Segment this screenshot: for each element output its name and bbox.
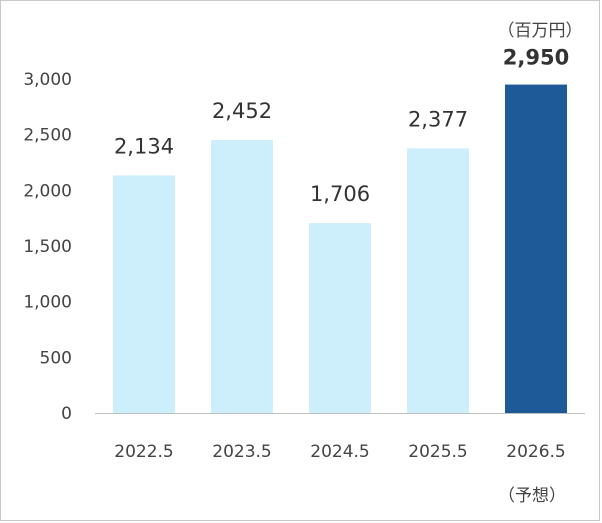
y-tick-label: 0	[61, 404, 72, 424]
y-tick-label: 500	[40, 348, 72, 368]
unit-label: （百万円）	[498, 21, 583, 41]
data-label: 1,706	[310, 182, 370, 206]
y-axis: 0 500 1,000 1,500 2,000 2,500 3,000	[23, 70, 72, 424]
data-label: 2,134	[114, 134, 174, 158]
y-tick-label: 3,000	[23, 70, 72, 90]
y-tick-label: 1,500	[23, 237, 72, 257]
x-tick-label: 2026.5	[506, 442, 565, 462]
y-tick-label: 2,000	[23, 181, 72, 201]
x-tick-label: 2022.5	[114, 442, 173, 462]
x-tick-label: 2023.5	[212, 442, 271, 462]
bar-2026-5	[505, 84, 567, 414]
bar-2024-5	[309, 223, 371, 413]
bar-2025-5	[407, 148, 469, 414]
data-label: 2,950	[503, 46, 569, 70]
y-tick-label: 1,000	[23, 293, 72, 313]
bar-2022-5	[113, 175, 175, 413]
x-axis: 2022.5 2023.5 2024.5 2025.5 2026.5 （予想）	[95, 413, 585, 506]
bars	[113, 84, 567, 414]
bar-2023-5	[211, 140, 273, 413]
forecast-note: （予想）	[498, 486, 566, 506]
y-tick-label: 2,500	[23, 126, 72, 146]
data-label: 2,452	[212, 99, 272, 123]
data-labels: 2,134 2,452 1,706 2,377 2,950	[114, 46, 569, 206]
x-tick-label: 2025.5	[408, 442, 467, 462]
x-tick-label: 2024.5	[310, 442, 369, 462]
data-label: 2,377	[408, 107, 468, 131]
